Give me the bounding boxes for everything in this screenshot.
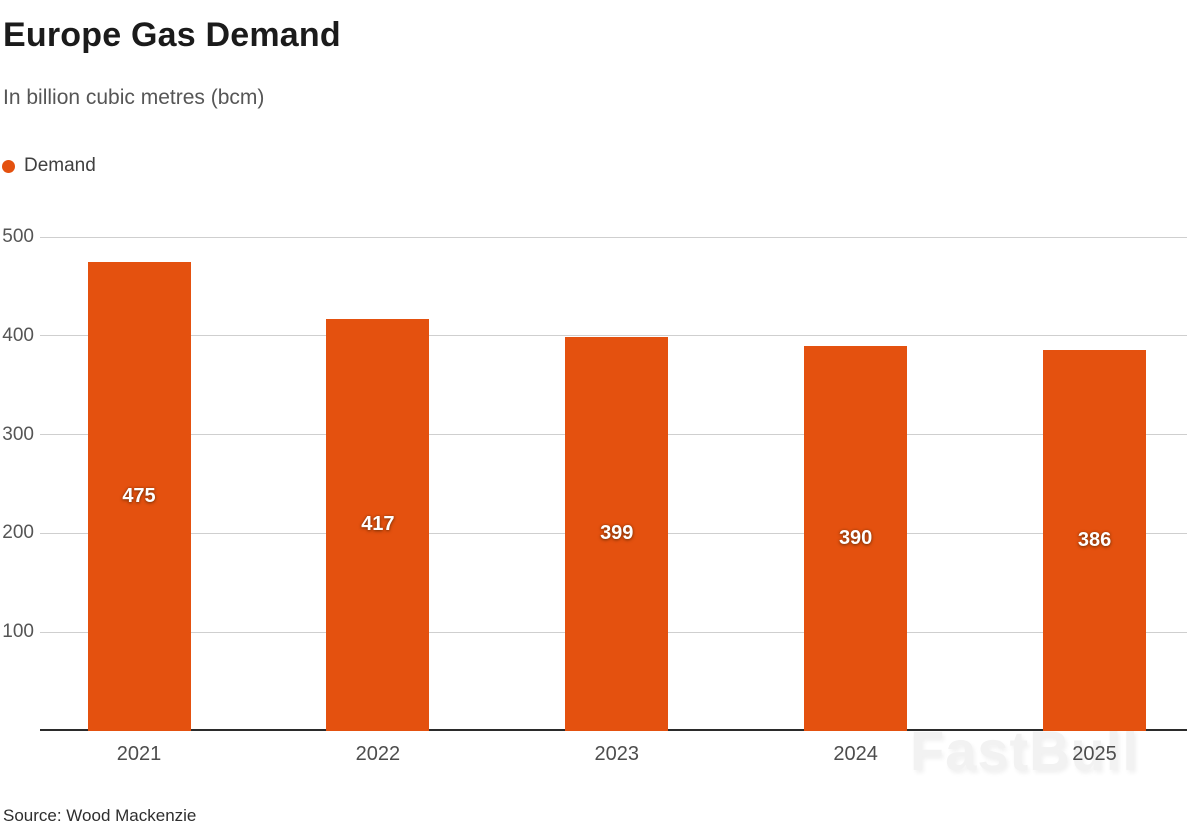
y-tick-label: 200 — [2, 522, 34, 544]
source-note: Source: Wood Mackenzie — [3, 806, 197, 825]
y-tick-label: 100 — [2, 621, 34, 643]
bar-2024: 390 — [804, 345, 908, 731]
chart-title: Europe Gas Demand — [3, 16, 341, 54]
gridline-500 — [40, 236, 1187, 238]
x-tick-label: 2021 — [116, 743, 162, 765]
x-tick-label: 2024 — [833, 743, 878, 765]
x-tick-label: 2025 — [1072, 743, 1117, 765]
bar-value-label: 399 — [600, 522, 634, 545]
x-tick-label: 2022 — [355, 743, 401, 765]
legend-label: Demand — [24, 155, 96, 176]
bar-value-label: 417 — [361, 513, 395, 536]
bar-2021: 475 — [87, 261, 191, 731]
bar-2025: 386 — [1043, 349, 1147, 731]
y-tick-label: 400 — [2, 324, 34, 346]
legend-dot-icon — [2, 159, 15, 173]
bar-value-label: 390 — [838, 526, 873, 549]
legend: Demand — [2, 155, 96, 177]
y-tick-label: 500 — [2, 226, 34, 247]
bar-2023: 399 — [565, 336, 669, 731]
x-tick-label: 2023 — [594, 743, 640, 765]
chart-subtitle: In billion cubic metres (bcm) — [3, 86, 265, 109]
y-tick-label: 300 — [2, 423, 34, 445]
bar-value-label: 475 — [122, 484, 156, 507]
gridline-400 — [40, 335, 1187, 337]
bar-2022: 417 — [326, 319, 430, 731]
bar-value-label: 386 — [1077, 528, 1112, 551]
